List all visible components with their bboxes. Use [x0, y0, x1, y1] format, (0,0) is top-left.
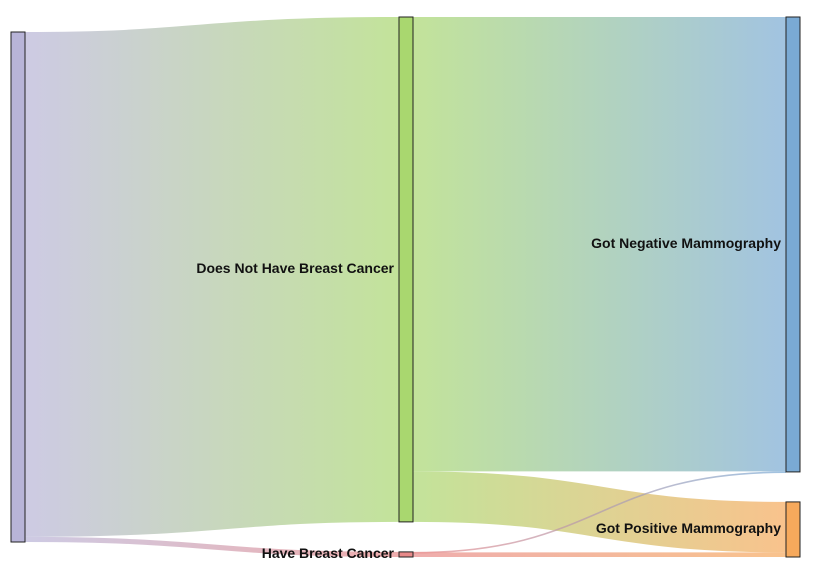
node-label-no_cancer: Does Not Have Breast Cancer [196, 260, 394, 276]
node-negative [785, 16, 801, 473]
node-label-positive: Got Positive Mammography [596, 520, 781, 536]
node-no_cancer [398, 16, 414, 523]
link-cancer-to-negative [412, 471, 787, 554]
node-positive [785, 501, 801, 558]
link-root-to-cancer [24, 536, 400, 557]
link-root-to-no_cancer [24, 17, 400, 537]
node-label-negative: Got Negative Mammography [591, 235, 781, 251]
node-label-cancer: Have Breast Cancer [262, 545, 395, 561]
node-root [10, 31, 26, 543]
links-layer [24, 16, 787, 558]
nodes-layer [10, 16, 801, 558]
node-cancer [398, 551, 414, 558]
labels-layer: Does Not Have Breast Cancer Have Breast C… [196, 235, 781, 561]
